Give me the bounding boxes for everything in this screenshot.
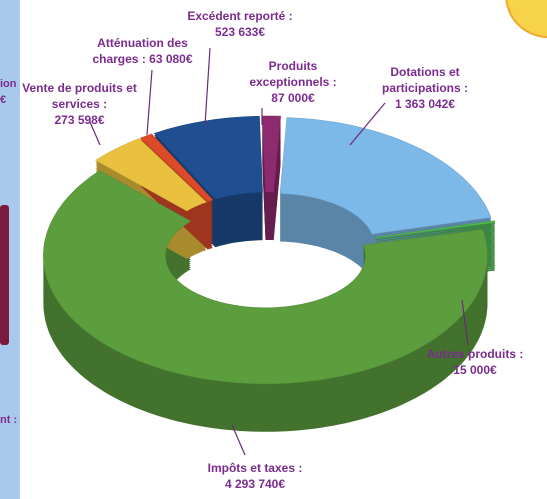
value-label: 523 633€	[214, 25, 266, 39]
value-label: 1 363 042€	[394, 97, 456, 111]
label: Atténuation des charges : 63 080€	[80, 35, 205, 67]
category: Atténuation des charges :	[92, 36, 188, 66]
segment	[43, 170, 488, 385]
segment	[153, 115, 263, 200]
corner-badge	[505, 0, 547, 38]
segment	[139, 133, 214, 202]
segment	[279, 117, 492, 235]
value-label: 273 598€	[54, 113, 105, 127]
label: Excédent reporté : 523 633€	[165, 8, 315, 40]
label: Vente de produits et services : 273 598€	[22, 80, 137, 128]
label: Produits exceptionnels : 87 000€	[238, 58, 348, 106]
side-box	[0, 205, 9, 345]
label: Dotations et participations : 1 363 042€	[355, 64, 495, 112]
category: Vente de produits et services :	[22, 81, 137, 111]
category: Produits exceptionnels :	[249, 59, 337, 89]
cut-text: €	[0, 94, 7, 106]
segment	[374, 220, 496, 239]
value-label: 87 000€	[271, 91, 315, 105]
side-layer	[375, 222, 495, 241]
segment	[261, 115, 281, 193]
value-label: 15 000€	[453, 363, 497, 377]
value-label: 63 080€	[149, 52, 193, 66]
value-label: 4 293 740€	[224, 477, 286, 491]
cut-text: nt :	[0, 414, 18, 426]
label: Impôts et taxes : 4 293 740€	[185, 460, 325, 492]
category: Impôts et taxes :	[207, 461, 303, 475]
category: Excédent reporté :	[187, 9, 293, 23]
category: Dotations et participations :	[381, 65, 468, 95]
segment	[95, 138, 207, 212]
label: Autres produits : 15 000€	[410, 346, 540, 378]
side-layer	[375, 224, 495, 243]
side-panel	[0, 0, 20, 499]
category: Autres produits :	[426, 347, 524, 361]
cut-text: ion	[0, 78, 17, 90]
leader-lines	[89, 47, 469, 456]
